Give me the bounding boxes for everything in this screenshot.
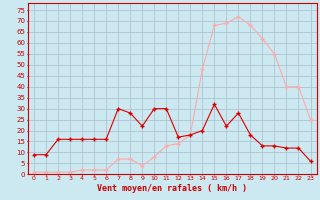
X-axis label: Vent moyen/en rafales ( km/h ): Vent moyen/en rafales ( km/h ) [97,184,247,193]
